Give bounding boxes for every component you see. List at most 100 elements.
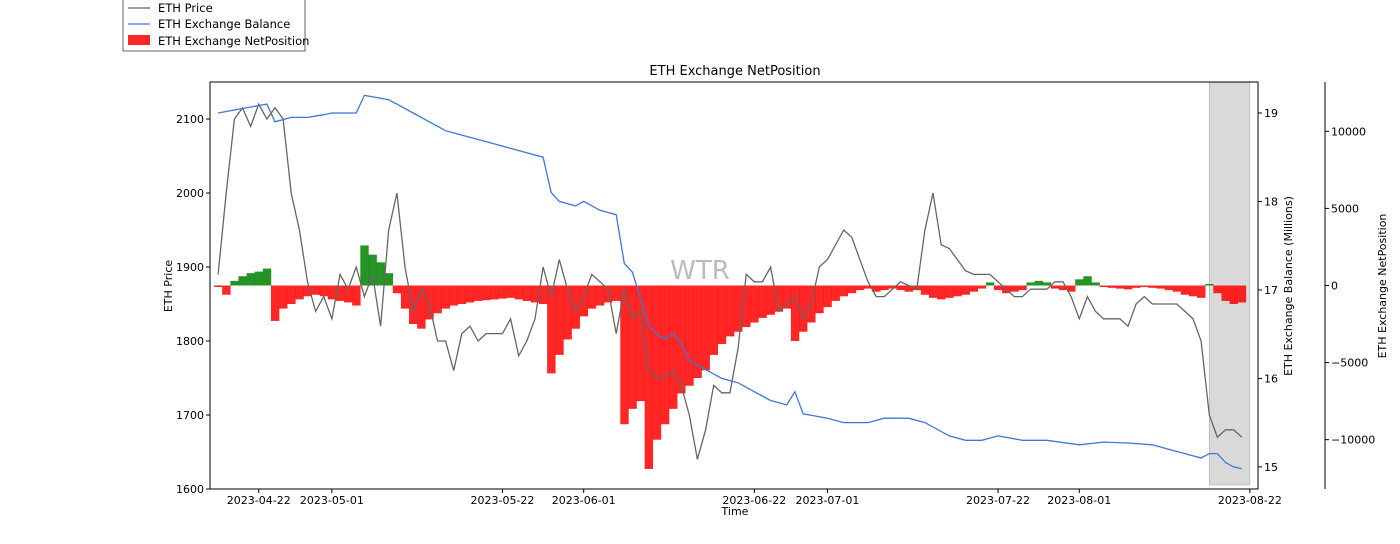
netposition-bar-104 (1058, 285, 1068, 291)
netposition-bar-45 (579, 285, 589, 317)
netposition-bar-50 (620, 285, 629, 425)
balance-tick-label-1: 16 (1264, 372, 1278, 385)
netposition-bar-94 (977, 285, 987, 289)
netposition-bar-90 (945, 285, 954, 298)
netposition-bar-19 (368, 254, 377, 286)
netposition-bar-99 (1018, 285, 1027, 291)
netposition-bar-79 (855, 285, 865, 291)
netposition-bar-51 (628, 285, 637, 409)
netposition-bar-112 (1123, 285, 1133, 290)
x-axis-label: Time (721, 505, 749, 518)
netposition-tick-label-1: −5000 (1331, 357, 1368, 370)
legend: ETH Price ETH Exchange Balance ETH Excha… (122, 0, 309, 52)
netposition-bar-69 (774, 285, 784, 312)
netposition-bar-114 (1140, 285, 1149, 288)
netposition-bar-26 (425, 285, 434, 320)
netposition-bar-32 (474, 285, 483, 301)
price-axis: 1600 1700 1800 1900 2000 2100 (176, 113, 210, 496)
netposition-bar-120 (1188, 285, 1198, 297)
netposition-bar-101 (1034, 280, 1044, 286)
netposition-bar-102 (1042, 282, 1052, 286)
netposition-bar-125 (1229, 285, 1238, 304)
netposition-bar-92 (961, 285, 970, 295)
netposition-bar-91 (953, 285, 962, 297)
price-tick-label-2: 1800 (176, 335, 204, 348)
x-tick-label-1: 2023-05-01 (300, 494, 364, 507)
balance-tick-label-4: 19 (1264, 107, 1278, 120)
price-tick-label-4: 2000 (176, 187, 204, 200)
netposition-tick-label-0: −10000 (1331, 434, 1375, 447)
price-tick-label-5: 2100 (176, 113, 204, 126)
price-tick-label-1: 1700 (176, 409, 204, 422)
netposition-bar-126 (1237, 285, 1247, 303)
netposition-bar-66 (750, 285, 759, 323)
netposition-bar-36 (506, 285, 515, 298)
netposition-bar-68 (766, 285, 775, 315)
netposition-bar-103 (1050, 285, 1060, 289)
netposition-bar-23 (400, 285, 410, 309)
plot-frame (209, 81, 1259, 490)
price-line (217, 102, 1243, 460)
netposition-bar-58 (685, 285, 694, 386)
balance-line (217, 94, 1242, 470)
netposition-bar-83 (888, 285, 897, 289)
netposition-bar-15 (335, 285, 345, 301)
netposition-bar-76 (831, 285, 840, 301)
netposition-bar-75 (823, 285, 832, 308)
netposition-bars (214, 245, 1247, 469)
netposition-bar-29 (449, 285, 459, 306)
x-tick-label-6: 2023-07-22 (966, 494, 1030, 507)
netposition-bar-30 (457, 285, 467, 304)
netposition-bar-122 (1205, 283, 1214, 286)
netposition-axis: −10000 −5000 0 5000 10000 (1325, 125, 1375, 447)
netposition-tick-label-3: 5000 (1331, 202, 1359, 215)
netposition-bar-44 (571, 285, 580, 329)
netposition-tick-label-2: 0 (1331, 280, 1338, 293)
netposition-bar-106 (1075, 279, 1084, 286)
netposition-bar-3 (238, 276, 247, 286)
netposition-bar-42 (555, 285, 564, 355)
chart-title: ETH Exchange NetPosition (649, 64, 820, 79)
watermark: WTR (670, 256, 730, 286)
netposition-bar-109 (1099, 285, 1109, 288)
price-axis-label: ETH Price (162, 260, 175, 313)
netposition-bar-5 (254, 271, 264, 286)
x-tick-label-0: 2023-04-22 (227, 494, 291, 507)
netposition-bar-48 (604, 285, 613, 303)
netposition-bar-72 (798, 285, 808, 332)
netposition-bar-9 (287, 285, 296, 304)
x-tick-label-2: 2023-05-22 (470, 494, 534, 507)
netposition-bar-84 (896, 285, 905, 291)
netposition-bar-13 (319, 285, 329, 297)
netposition-bar-54 (652, 285, 662, 440)
netposition-bar-20 (376, 262, 385, 286)
netposition-bar-87 (920, 285, 930, 295)
netposition-bar-65 (742, 285, 751, 328)
netposition-bar-56 (669, 285, 678, 409)
netposition-bar-62 (717, 285, 727, 345)
legend-label-balance: ETH Exchange Balance (158, 17, 290, 31)
price-tick-label-0: 1600 (176, 483, 204, 496)
netposition-bar-37 (514, 285, 524, 300)
legend-label-price: ETH Price (158, 1, 213, 15)
netposition-bar-96 (993, 285, 1003, 291)
netposition-bar-121 (1197, 285, 1206, 298)
netposition-bar-40 (539, 285, 548, 304)
netposition-bar-14 (327, 285, 337, 300)
netposition-bar-100 (1026, 282, 1035, 286)
netposition-bar-8 (279, 285, 288, 309)
netposition-axis-label: ETH Exchange NetPosition (1376, 214, 1389, 359)
netposition-bar-33 (482, 285, 491, 301)
balance-axis: 15 16 17 18 19 (1258, 107, 1278, 474)
netposition-bar-105 (1067, 285, 1076, 292)
netposition-bar-4 (246, 273, 255, 286)
netposition-bar-110 (1107, 285, 1117, 288)
legend-swatch-netposition (128, 35, 150, 45)
netposition-bar-24 (409, 285, 418, 325)
netposition-bar-81 (872, 285, 881, 292)
x-tick-label-4: 2023-06-22 (722, 494, 786, 507)
netposition-bar-67 (758, 285, 767, 318)
netposition-bar-41 (547, 285, 556, 374)
netposition-bar-78 (847, 285, 857, 294)
